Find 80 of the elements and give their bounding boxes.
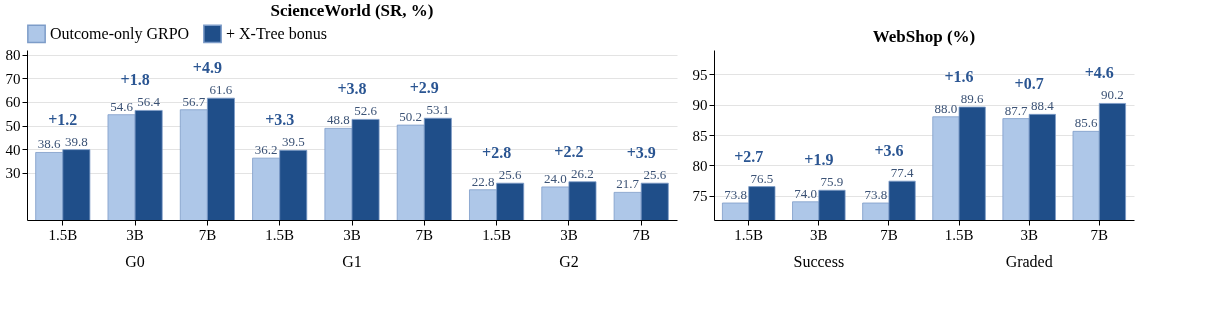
- legend-label: Outcome-only GRPO: [50, 24, 190, 43]
- data-label: 77.4: [890, 165, 914, 181]
- data-label: 76.5: [750, 170, 774, 186]
- x-tick-label: 3B: [1020, 226, 1038, 243]
- data-label: 50.2: [399, 109, 423, 125]
- data-label: 26.2: [571, 165, 594, 181]
- y-tick-label: 30: [5, 165, 21, 182]
- data-label: 85.6: [1074, 115, 1099, 131]
- data-label: 39.5: [281, 134, 305, 150]
- data-label: 48.8: [327, 112, 350, 128]
- y-tick-label: 75: [692, 188, 708, 205]
- data-label: 90.2: [1101, 87, 1124, 103]
- data-label: 24.0: [543, 170, 567, 186]
- data-label: 53.1: [426, 102, 450, 118]
- data-label: 25.6: [643, 167, 667, 183]
- y-tick-label: 80: [5, 47, 21, 64]
- x-tick-label: 7B: [198, 226, 217, 243]
- data-label: 38.6: [37, 136, 62, 152]
- text: G1: [342, 253, 362, 270]
- chart-title: WebShop (%): [872, 27, 976, 46]
- annotation: +2.9: [409, 79, 439, 97]
- data-label: 89.6: [960, 91, 985, 107]
- y-tick-label: 80: [692, 157, 708, 174]
- annotation: +4.9: [192, 59, 222, 77]
- data-label: 25.6: [498, 167, 523, 183]
- data-label: 56.4: [137, 94, 161, 110]
- x-tick-label: 7B: [632, 226, 650, 243]
- x-tick-label: 7B: [880, 226, 898, 243]
- text: G0: [125, 253, 145, 270]
- y-tick-label: 90: [692, 97, 708, 114]
- chart-title: ScienceWorld (SR, %): [270, 1, 434, 20]
- annotation: +1.2: [48, 110, 78, 128]
- y-tick-label: 95: [692, 66, 708, 83]
- annotation: +3.3: [265, 111, 295, 129]
- annotation: +0.7: [1014, 75, 1044, 93]
- x-tick-label: 1.5B: [482, 226, 511, 243]
- text: Graded: [1005, 253, 1053, 270]
- x-tick-label: 1.5B: [944, 226, 974, 243]
- annotation: +1.8: [120, 71, 150, 89]
- x-tick-label: 3B: [343, 226, 361, 243]
- text: Success: [793, 253, 845, 270]
- data-label: 73.8: [864, 187, 888, 202]
- x-tick-label: 1.5B: [265, 226, 295, 243]
- annotation: +2.7: [734, 147, 764, 165]
- x-tick-label: 3B: [810, 226, 828, 243]
- data-label: 39.8: [64, 133, 88, 149]
- data-label: 75.9: [820, 174, 844, 190]
- data-label: 88.4: [1030, 98, 1055, 114]
- text: G2: [559, 253, 579, 270]
- x-tick-label: 1.5B: [48, 226, 78, 243]
- x-tick-label: 3B: [126, 226, 144, 243]
- data-label: 87.7: [1004, 102, 1028, 118]
- y-tick-label: 40: [5, 141, 21, 158]
- y-tick-label: 60: [5, 94, 21, 111]
- data-label: 73.8: [724, 187, 747, 202]
- data-label: 36.2: [254, 142, 278, 158]
- annotation: +2.8: [482, 144, 512, 162]
- y-tick-label: 85: [692, 127, 708, 144]
- data-label: 56.7: [182, 93, 206, 109]
- data-label: 21.7: [616, 176, 640, 192]
- annotation: +1.6: [944, 68, 974, 86]
- data-label: 52.6: [354, 103, 378, 119]
- data-label: 54.6: [110, 98, 134, 114]
- x-tick-label: 7B: [1090, 226, 1109, 243]
- data-label: 22.8: [471, 173, 495, 189]
- x-tick-label: 7B: [415, 226, 434, 243]
- annotation: +1.9: [804, 151, 834, 169]
- y-tick-label: 50: [5, 118, 21, 135]
- annotation: +3.9: [626, 144, 656, 162]
- y-tick-label: 70: [5, 70, 21, 87]
- annotation: +2.2: [554, 142, 584, 160]
- annotation: +4.6: [1084, 64, 1114, 82]
- annotation: +3.8: [337, 80, 367, 98]
- annotation: +3.6: [874, 142, 904, 160]
- x-tick-label: 3B: [560, 226, 578, 243]
- data-label: 74.0: [794, 185, 818, 201]
- data-label: 88.0: [934, 100, 958, 116]
- data-label: 61.6: [209, 82, 233, 98]
- x-tick-label: 1.5B: [734, 226, 764, 243]
- legend-label: + X-Tree bonus: [226, 24, 327, 42]
